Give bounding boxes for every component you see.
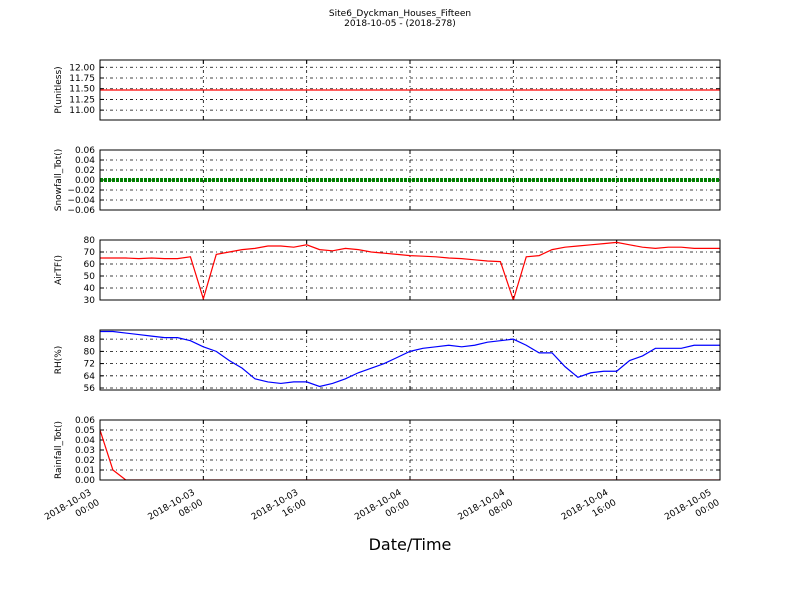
y-axis-label: Rainfall_Tot()	[54, 421, 64, 479]
y-tick-label: 0.02	[75, 456, 95, 466]
y-tick-label: 0.03	[75, 446, 95, 456]
y-tick-label: 11.50	[69, 85, 95, 95]
y-tick-label: −0.04	[67, 196, 95, 206]
y-axis-label: P(unitless)	[54, 66, 64, 113]
y-tick-label: 11.75	[69, 74, 95, 84]
axes-frame	[99, 419, 721, 481]
y-tick-label: 0.02	[75, 166, 95, 176]
axes-frame	[99, 149, 721, 211]
y-tick-label: 0.04	[75, 436, 95, 446]
series-line	[100, 241, 720, 300]
axes-frame	[99, 239, 721, 301]
y-tick-label: 88	[84, 335, 96, 345]
figure-subtitle: 2018-10-05 - (2018-278)	[344, 19, 456, 29]
y-tick-label: 64	[84, 372, 96, 382]
y-tick-label: 0.05	[75, 426, 95, 436]
y-tick-label: 50	[84, 272, 96, 282]
y-tick-label: 40	[84, 284, 96, 294]
y-tick-label: 80	[84, 347, 96, 357]
y-tick-label: 11.25	[69, 95, 95, 105]
y-axis-label: Snowfall_Tot()	[54, 149, 64, 212]
y-tick-label: 30	[84, 296, 96, 306]
y-tick-label: 72	[84, 360, 95, 370]
y-axis-label: AirTF()	[54, 255, 64, 285]
axes-frame	[99, 329, 721, 391]
y-tick-label: 70	[84, 248, 96, 258]
y-tick-label: 0.00	[75, 176, 95, 186]
y-tick-label: 0.06	[75, 416, 95, 426]
figure-title: Site6_Dyckman_Houses_Fifteen	[329, 9, 471, 19]
y-tick-label: 11.00	[69, 106, 95, 116]
y-tick-label: −0.02	[67, 186, 95, 196]
y-tick-label: 12.00	[69, 63, 95, 73]
y-axis-label: RH(%)	[54, 346, 64, 375]
x-axis-label: Date/Time	[369, 535, 452, 554]
y-tick-label: −0.06	[67, 206, 95, 216]
y-tick-label: 0.04	[75, 156, 95, 166]
series-line	[100, 330, 720, 388]
y-tick-label: 0.01	[75, 466, 95, 476]
axes-frame	[99, 59, 721, 121]
y-tick-label: 0.00	[75, 476, 95, 486]
y-tick-label: 80	[84, 236, 96, 246]
y-tick-label: 60	[84, 260, 96, 270]
y-tick-label: 0.06	[75, 146, 95, 156]
y-tick-label: 56	[84, 384, 96, 394]
